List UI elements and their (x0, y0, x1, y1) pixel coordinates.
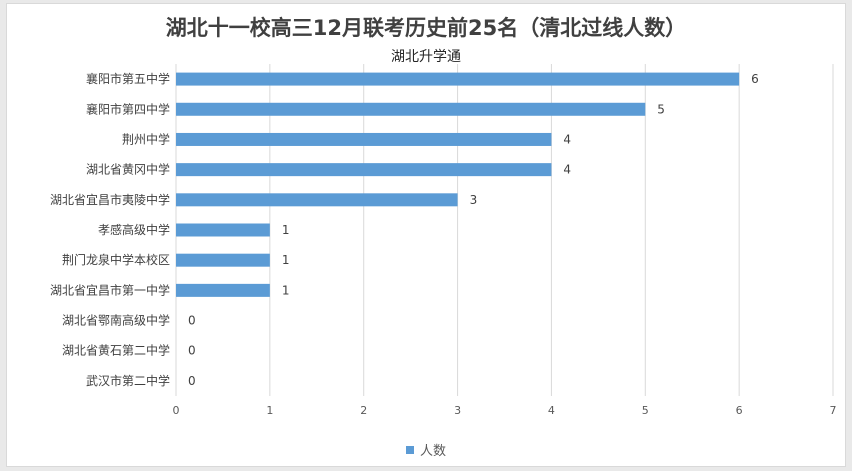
x-tick-label: 6 (736, 404, 743, 417)
bar (176, 284, 270, 297)
bar-chart: 0 1 2 3 4 5 6 7 襄阳市第五中学 6 襄阳市第四中学 5 荆州中学 4 湖北省黄冈中学 4 湖北省… (7, 4, 845, 466)
category-label: 武汉市第二中学 (86, 373, 170, 388)
category-label: 荆州中学 (122, 131, 170, 146)
data-label: 4 (563, 132, 571, 146)
legend-swatch (406, 446, 414, 454)
data-label: 6 (751, 72, 759, 86)
data-label: 1 (282, 253, 290, 267)
bar (176, 254, 270, 267)
category-label: 孝感高级中学 (98, 222, 170, 237)
data-label: 1 (282, 283, 290, 297)
data-label: 0 (188, 344, 196, 358)
bar (176, 224, 270, 237)
data-label: 1 (282, 223, 290, 237)
bar (176, 73, 739, 86)
category-label: 荆门龙泉中学本校区 (62, 252, 170, 267)
data-label: 5 (657, 102, 665, 116)
category-label: 襄阳市第四中学 (86, 101, 170, 116)
category-label: 湖北省鄂南高级中学 (62, 313, 170, 328)
x-tick-label: 5 (642, 404, 649, 417)
category-label: 湖北省宜昌市夷陵中学 (50, 192, 170, 207)
bar (176, 103, 645, 116)
x-tick-label: 1 (266, 404, 273, 417)
bar (176, 133, 551, 146)
x-tick-label: 7 (830, 404, 837, 417)
legend-label: 人数 (420, 440, 446, 459)
data-label: 3 (470, 193, 478, 207)
x-tick-label: 3 (454, 404, 461, 417)
x-tick-label: 4 (548, 404, 555, 417)
bar (176, 163, 551, 176)
data-label: 0 (188, 374, 196, 388)
data-label: 0 (188, 314, 196, 328)
legend: 人数 (7, 440, 845, 459)
category-label: 湖北省宜昌市第一中学 (50, 282, 170, 297)
category-label: 湖北省黄石第二中学 (62, 343, 170, 358)
category-label: 湖北省黄冈中学 (86, 162, 170, 177)
x-tick-label: 0 (173, 404, 180, 417)
data-label: 4 (563, 163, 571, 177)
category-label: 襄阳市第五中学 (86, 71, 170, 86)
x-tick-label: 2 (360, 404, 367, 417)
bar (176, 193, 458, 206)
